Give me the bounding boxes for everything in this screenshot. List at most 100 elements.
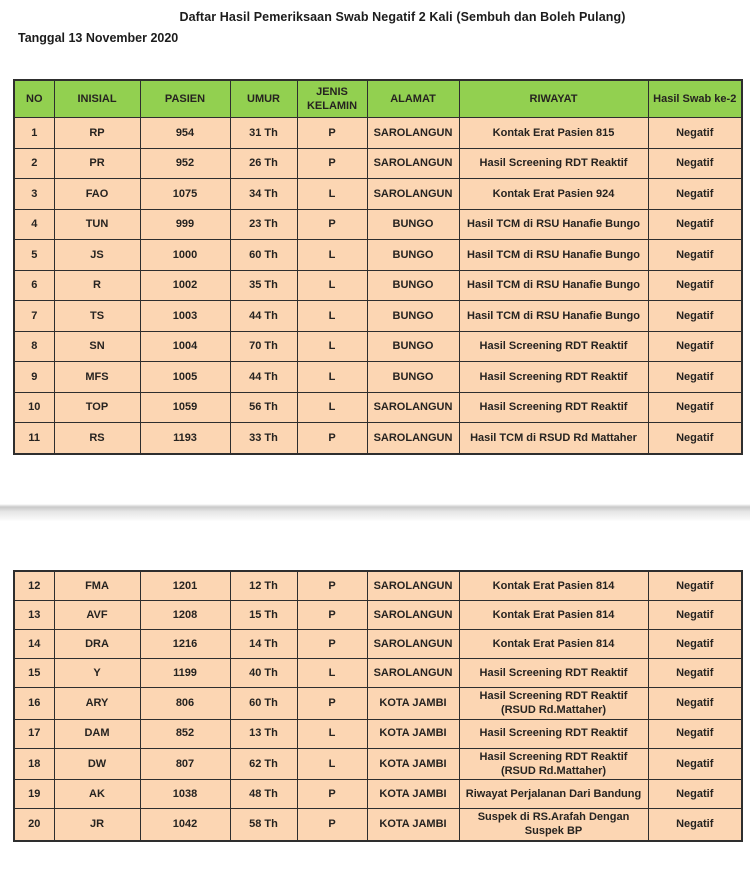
cell-umur: 60 Th	[229, 687, 298, 720]
cell-umur: 35 Th	[229, 269, 298, 301]
cell-jenis-kelamin: P	[296, 570, 368, 601]
cell-inisial: AVF	[53, 600, 141, 630]
cell-jenis-kelamin: L	[296, 718, 368, 749]
column-header-umur: UMUR	[229, 79, 298, 118]
table-row: 12 FMA 1201 12 Th P SAROLANGUN Kontak Erat Pas…	[13, 570, 743, 601]
column-header-alamat: ALAMAT	[366, 79, 460, 118]
cell-alamat: KOTA JAMBI	[366, 747, 460, 781]
cell-jenis-kelamin: P	[296, 147, 368, 179]
cell-hasil-swab-ke-2: Negatif	[647, 779, 743, 810]
cell-jenis-kelamin: P	[296, 808, 368, 842]
table-row: 9 MFS 1005 44 Th L BUNGO Hasil Screening RDT R…	[13, 361, 743, 393]
table-row: 19 AK 1038 48 Th P KOTA JAMBI Riwayat Perjalan…	[13, 779, 743, 810]
cell-umur: 58 Th	[229, 808, 298, 842]
cell-jenis-kelamin: L	[296, 239, 368, 271]
cell-pasien: 952	[139, 147, 231, 179]
cell-jenis-kelamin: P	[296, 629, 368, 659]
table-row: 7 TS 1003 44 Th L BUNGO Hasil TCM di RSU Hanaf…	[13, 300, 743, 332]
cell-jenis-kelamin: L	[296, 269, 368, 301]
table-row: 14 DRA 1216 14 Th P SAROLANGUN Kontak Erat Pas…	[13, 629, 743, 659]
cell-no: 14	[13, 629, 55, 659]
cell-umur: 60 Th	[229, 239, 298, 271]
cell-inisial: Y	[53, 658, 141, 688]
cell-hasil-swab-ke-2: Negatif	[647, 747, 743, 781]
cell-pasien: 1075	[139, 178, 231, 210]
cell-jenis-kelamin: L	[296, 300, 368, 332]
cell-pasien: 1005	[139, 361, 231, 393]
cell-alamat: SAROLANGUN	[366, 147, 460, 179]
cell-alamat: BUNGO	[366, 300, 460, 332]
cell-hasil-swab-ke-2: Negatif	[647, 300, 743, 332]
cell-hasil-swab-ke-2: Negatif	[647, 570, 743, 601]
cell-inisial: DAM	[53, 718, 141, 749]
swab-results-table-page1: NO INISIAL PASIEN UMUR JENIS KELAMIN ALAMAT RI…	[13, 79, 743, 455]
cell-inisial: AK	[53, 779, 141, 810]
cell-umur: 14 Th	[229, 629, 298, 659]
cell-pasien: 1004	[139, 330, 231, 362]
cell-umur: 44 Th	[229, 361, 298, 393]
cell-pasien: 999	[139, 208, 231, 240]
cell-jenis-kelamin: L	[296, 178, 368, 210]
page-separator	[0, 504, 750, 521]
column-header-hasil-swab-ke-2: Hasil Swab ke-2	[647, 79, 743, 118]
cell-no: 11	[13, 422, 55, 454]
cell-umur: 15 Th	[229, 600, 298, 630]
cell-jenis-kelamin: P	[296, 422, 368, 454]
cell-pasien: 807	[139, 747, 231, 781]
cell-hasil-swab-ke-2: Negatif	[647, 208, 743, 240]
cell-inisial: MFS	[53, 361, 141, 393]
cell-riwayat: Kontak Erat Pasien 814	[458, 570, 649, 601]
cell-no: 10	[13, 391, 55, 423]
cell-hasil-swab-ke-2: Negatif	[647, 117, 743, 149]
cell-hasil-swab-ke-2: Negatif	[647, 629, 743, 659]
cell-alamat: KOTA JAMBI	[366, 779, 460, 810]
table-row: 3 FAO 1075 34 Th L SAROLANGUN Kontak Erat Pasi…	[13, 178, 743, 210]
table-header-row: NO INISIAL PASIEN UMUR JENIS KELAMIN ALAMAT RI…	[13, 79, 743, 118]
cell-pasien: 1000	[139, 239, 231, 271]
cell-umur: 56 Th	[229, 391, 298, 423]
cell-alamat: SAROLANGUN	[366, 391, 460, 423]
cell-jenis-kelamin: P	[296, 208, 368, 240]
cell-alamat: SAROLANGUN	[366, 570, 460, 601]
cell-jenis-kelamin: L	[296, 361, 368, 393]
cell-riwayat: Hasil Screening RDT Reaktif	[458, 658, 649, 688]
cell-no: 5	[13, 239, 55, 271]
swab-results-table-page2: 12 FMA 1201 12 Th P SAROLANGUN Kontak Erat Pas…	[13, 570, 743, 842]
cell-umur: 13 Th	[229, 718, 298, 749]
cell-hasil-swab-ke-2: Negatif	[647, 687, 743, 720]
cell-riwayat: Hasil Screening RDT Reaktif	[458, 718, 649, 749]
column-header-no: NO	[13, 79, 55, 118]
cell-no: 15	[13, 658, 55, 688]
cell-alamat: BUNGO	[366, 208, 460, 240]
cell-pasien: 1042	[139, 808, 231, 842]
cell-hasil-swab-ke-2: Negatif	[647, 330, 743, 362]
column-header-inisial: INISIAL	[53, 79, 141, 118]
document-title: Daftar Hasil Pemeriksaan Swab Negatif 2 …	[179, 10, 626, 24]
cell-alamat: SAROLANGUN	[366, 422, 460, 454]
cell-riwayat: Hasil Screening RDT Reaktif	[458, 330, 649, 362]
cell-inisial: TS	[53, 300, 141, 332]
column-header-jenis-kelamin: JENIS KELAMIN	[296, 79, 368, 118]
cell-umur: 31 Th	[229, 117, 298, 149]
cell-pasien: 1003	[139, 300, 231, 332]
cell-no: 4	[13, 208, 55, 240]
cell-no: 20	[13, 808, 55, 842]
cell-no: 17	[13, 718, 55, 749]
table-row: 8 SN 1004 70 Th L BUNGO Hasil Screening RDT Re…	[13, 330, 743, 362]
cell-hasil-swab-ke-2: Negatif	[647, 718, 743, 749]
cell-alamat: SAROLANGUN	[366, 178, 460, 210]
cell-umur: 70 Th	[229, 330, 298, 362]
cell-alamat: KOTA JAMBI	[366, 687, 460, 720]
cell-no: 6	[13, 269, 55, 301]
cell-riwayat: Suspek di RS.Arafah Dengan Suspek BP	[458, 808, 649, 842]
cell-riwayat: Kontak Erat Pasien 814	[458, 600, 649, 630]
cell-jenis-kelamin: L	[296, 330, 368, 362]
table-row: 16 ARY 806 60 Th P KOTA JAMBI Hasil Screening …	[13, 687, 743, 720]
cell-alamat: BUNGO	[366, 330, 460, 362]
cell-jenis-kelamin: L	[296, 391, 368, 423]
cell-riwayat: Hasil TCM di RSU Hanafie Bungo	[458, 269, 649, 301]
table-row: 13 AVF 1208 15 Th P SAROLANGUN Kontak Erat Pas…	[13, 600, 743, 630]
table-row: 18 DW 807 62 Th L KOTA JAMBI Hasil Screening R…	[13, 747, 743, 781]
cell-umur: 40 Th	[229, 658, 298, 688]
cell-umur: 26 Th	[229, 147, 298, 179]
